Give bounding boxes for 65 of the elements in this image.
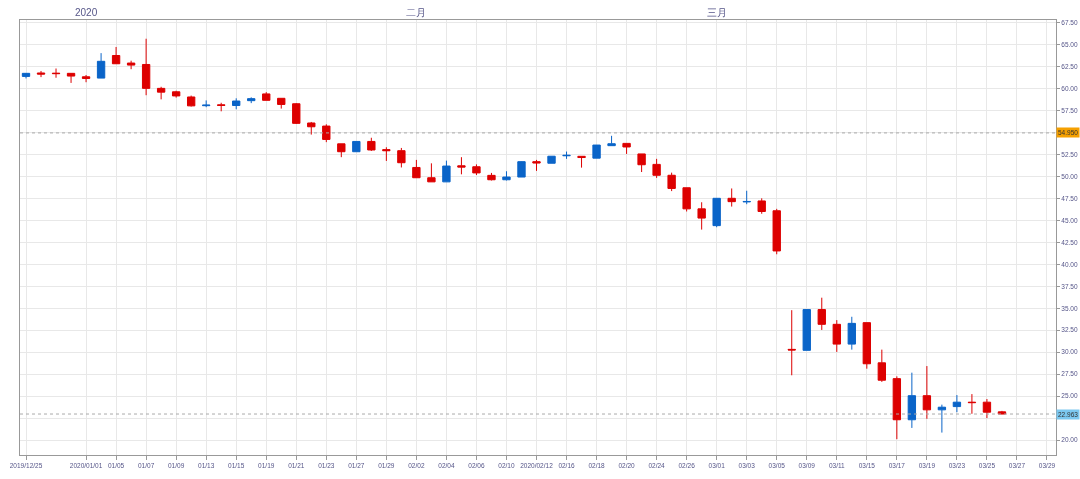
candlestick bbox=[862, 322, 871, 370]
candlestick bbox=[757, 197, 766, 215]
candlestick bbox=[517, 160, 526, 178]
candlestick bbox=[637, 153, 646, 173]
candlestick bbox=[232, 97, 241, 110]
candlestick bbox=[262, 91, 271, 101]
candlestick bbox=[171, 90, 181, 99]
candlestick bbox=[817, 297, 826, 331]
candlestick bbox=[967, 393, 977, 415]
candlestick bbox=[36, 70, 46, 78]
candlestick bbox=[96, 52, 106, 79]
text: 三月 bbox=[707, 7, 727, 18]
candlestick bbox=[247, 96, 256, 104]
candlestick bbox=[652, 158, 661, 179]
candlestick bbox=[712, 197, 721, 228]
candlestick bbox=[292, 102, 301, 125]
candlestick bbox=[487, 172, 496, 181]
candlestick bbox=[382, 146, 391, 162]
candlestick bbox=[352, 140, 361, 153]
candlestick bbox=[922, 365, 932, 420]
candlestick bbox=[727, 187, 736, 208]
candlestick bbox=[412, 159, 421, 179]
candlestick bbox=[111, 46, 121, 65]
candlestick bbox=[367, 137, 376, 152]
candlestick bbox=[697, 201, 706, 231]
candlestick bbox=[397, 147, 406, 168]
candlestick bbox=[742, 190, 751, 205]
candlestick bbox=[802, 309, 811, 351]
candlestick bbox=[952, 394, 962, 413]
candlestick bbox=[832, 319, 841, 353]
candlestick bbox=[892, 375, 902, 440]
candlestick bbox=[982, 398, 992, 419]
candlestick bbox=[51, 68, 61, 79]
candlestick bbox=[217, 102, 226, 112]
candlestick bbox=[502, 170, 511, 181]
candlestick bbox=[847, 316, 856, 351]
candlestick bbox=[622, 142, 631, 155]
candlestick bbox=[442, 160, 451, 183]
candlestick bbox=[277, 97, 286, 110]
candlestick bbox=[66, 72, 76, 84]
candlestick bbox=[532, 159, 541, 172]
candlestick bbox=[877, 349, 887, 383]
candlestick bbox=[577, 155, 586, 169]
candlestick bbox=[937, 404, 947, 434]
text: 二月 bbox=[406, 7, 426, 18]
candlestick bbox=[907, 372, 917, 429]
candlestick bbox=[787, 309, 796, 376]
candlestick bbox=[472, 163, 481, 176]
candlestick bbox=[337, 143, 346, 158]
candlestick bbox=[307, 121, 316, 136]
candlestick bbox=[322, 123, 331, 143]
candlestick bbox=[141, 38, 151, 96]
candlestick bbox=[156, 86, 166, 100]
candlestick bbox=[682, 187, 691, 212]
candlestick bbox=[667, 172, 676, 192]
candlestick bbox=[81, 74, 91, 83]
candlestick bbox=[607, 135, 616, 147]
candlestick bbox=[427, 162, 436, 183]
candlestick bbox=[457, 156, 466, 175]
text: 2020 bbox=[75, 7, 98, 18]
candlestick bbox=[126, 60, 136, 70]
candlestick bbox=[186, 95, 196, 108]
candlestick bbox=[592, 144, 601, 159]
candlestick bbox=[772, 208, 781, 255]
candlestick bbox=[547, 155, 556, 164]
